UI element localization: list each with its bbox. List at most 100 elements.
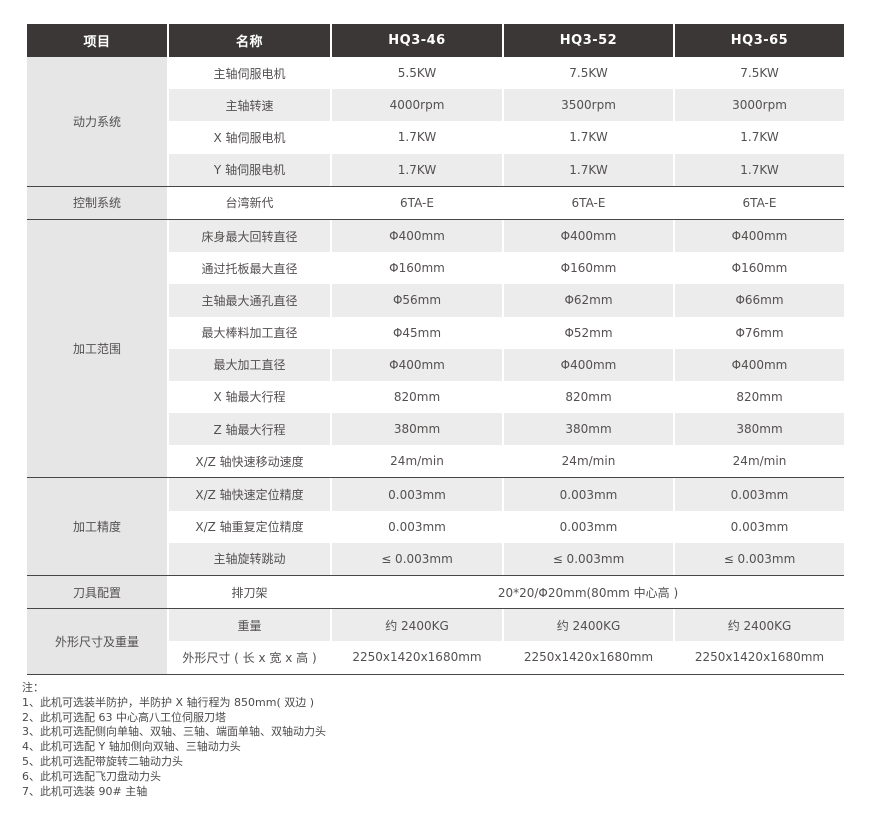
spec-value-cell-hq3-52: 0.003mm: [504, 510, 673, 543]
machine-spec-table: 项目 名称 HQ3-46 HQ3-52 HQ3-65 动力系统 主轴伺服电机 5.5KW 7.5…: [27, 24, 844, 675]
spec-name-cell: 外形尺寸 ( 长 x 宽 x 高 ): [169, 641, 330, 674]
spec-value-cell-hq3-65: 380mm: [675, 413, 844, 446]
table-row: 主轴伺服电机 5.5KW 7.5KW 7.5KW: [169, 57, 844, 90]
spec-name-cell: X 轴最大行程: [169, 380, 330, 414]
spec-name-cell: 主轴旋转跳动: [169, 542, 330, 575]
table-row: 床身最大回转直径 Φ400mm Φ400mm Φ400mm: [169, 219, 844, 253]
spec-value-cell-hq3-65: 约 2400KG: [675, 609, 844, 642]
spec-value-cell-hq3-65: 3000rpm: [675, 89, 844, 122]
spec-value-cell-hq3-65: 0.003mm: [675, 478, 844, 511]
table-row: 主轴转速 4000rpm 3500rpm 3000rpm: [169, 89, 844, 122]
spec-group-label: 刀具配置: [27, 576, 167, 609]
spec-value-cell-hq3-46: 1.7KW: [332, 121, 502, 154]
spec-value-cell-hq3-52: 0.003mm: [504, 478, 673, 511]
table-row: 最大棒料加工直径 Φ45mm Φ52mm Φ76mm: [169, 316, 844, 349]
spec-value-cell-hq3-46: Φ400mm: [332, 219, 502, 253]
spec-value-cell-hq3-65: Φ400mm: [675, 219, 844, 253]
table-row: X/Z 轴重复定位精度 0.003mm 0.003mm 0.003mm: [169, 510, 844, 543]
spec-value-cell-hq3-46: Φ56mm: [332, 284, 502, 317]
note-item: 1、此机可选装半防护，半防护 X 轴行程为 850mm( 双边 ): [22, 695, 315, 709]
spec-value-cell-hq3-46: 820mm: [332, 380, 502, 414]
spec-value-cell-hq3-52: 6TA-E: [504, 186, 673, 219]
spec-value-cell-hq3-46: 4000rpm: [332, 89, 502, 122]
spec-value-cell-hq3-52: 1.7KW: [504, 153, 673, 186]
spec-group-rows: 排刀架 20*20/Φ20mm(80mm 中心高 ): [169, 576, 844, 609]
table-row: X 轴伺服电机 1.7KW 1.7KW 1.7KW: [169, 121, 844, 154]
table-row: 外形尺寸 ( 长 x 宽 x 高 ) 2250x1420x1680mm 2250x1…: [169, 641, 844, 674]
spec-value-cell-hq3-65: 7.5KW: [675, 57, 844, 90]
table-row: 通过托板最大直径 Φ160mm Φ160mm Φ160mm: [169, 252, 844, 285]
notes-title: 注：: [22, 681, 44, 694]
spec-name-cell: 最大加工直径: [169, 348, 330, 381]
spec-value-cell-hq3-65: 2250x1420x1680mm: [675, 641, 844, 674]
spec-name-cell: X/Z 轴快速定位精度: [169, 478, 330, 511]
spec-value-cell-hq3-65: 0.003mm: [675, 510, 844, 543]
spec-group-label: 加工范围: [27, 219, 167, 478]
spec-name-cell: 重量: [169, 609, 330, 642]
spec-group: 刀具配置 排刀架 20*20/Φ20mm(80mm 中心高 ): [27, 575, 844, 609]
notes: 注： 1、此机可选装半防护，半防护 X 轴行程为 850mm( 双边 ) 2、此机可…: [22, 681, 326, 799]
spec-value-cell-hq3-46: 6TA-E: [332, 186, 502, 219]
spec-value-cell-hq3-52: 24m/min: [504, 445, 673, 478]
spec-name-cell: 排刀架: [169, 576, 330, 609]
note-item: 6、此机可选配飞刀盘动力头: [22, 769, 161, 783]
spec-value-cell-hq3-52: 约 2400KG: [504, 609, 673, 642]
spec-value-cell-hq3-52: 820mm: [504, 380, 673, 414]
spec-value-cell-hq3-65: 820mm: [675, 380, 844, 414]
spec-group-rows: 重量约 2400KG 约 2400KG 约 2400KG 外形尺寸 ( 长 x 宽 x…: [169, 609, 844, 674]
table-row: X/Z 轴快速移动速度 24m/min 24m/min 24m/min: [169, 445, 844, 478]
spec-group: 加工精度 X/Z 轴快速定位精度 0.003mm 0.003mm 0.003mm X/Z …: [27, 477, 844, 575]
spec-name-cell: 通过托板最大直径: [169, 252, 330, 285]
spec-group-label: 加工精度: [27, 478, 167, 575]
note-item: 5、此机可选配带旋转二轴动力头: [22, 754, 183, 768]
table-row: 排刀架 20*20/Φ20mm(80mm 中心高 ): [169, 576, 844, 609]
table-row: X/Z 轴快速定位精度 0.003mm 0.003mm 0.003mm: [169, 478, 844, 511]
spec-value-cell-hq3-46: Φ45mm: [332, 316, 502, 349]
spec-value-cell-hq3-46: Φ400mm: [332, 348, 502, 381]
spec-value-cell-hq3-52: Φ52mm: [504, 316, 673, 349]
spec-value-cell-hq3-65: Φ66mm: [675, 284, 844, 317]
spec-value-cell-hq3-52: 2250x1420x1680mm: [504, 641, 673, 674]
spec-value-cell-hq3-65: 1.7KW: [675, 121, 844, 154]
spec-value-cell-hq3-46: 0.003mm: [332, 478, 502, 511]
spec-value-cell-hq3-46: 1.7KW: [332, 153, 502, 186]
spec-name-cell: 主轴伺服电机: [169, 57, 330, 90]
table-row: 台湾新代 6TA-E 6TA-E 6TA-E: [169, 186, 844, 219]
spec-value-cell-hq3-46: ≤ 0.003mm: [332, 542, 502, 575]
note-item: 7、此机可选装 90# 主轴: [22, 784, 148, 798]
spec-value-cell-hq3-52: 3500rpm: [504, 89, 673, 122]
table-row: Y 轴伺服电机 1.7KW 1.7KW 1.7KW: [169, 153, 844, 186]
header-cell-item: 项目: [27, 24, 167, 57]
spec-value-cell-hq3-65: Φ160mm: [675, 252, 844, 285]
header-cell-hq3-46: HQ3-46: [332, 24, 502, 57]
spec-name-cell: 主轴转速: [169, 89, 330, 122]
spec-group: 控制系统 台湾新代 6TA-E 6TA-E 6TA-E: [27, 185, 844, 219]
spec-value-cell-hq3-52: ≤ 0.003mm: [504, 542, 673, 575]
spec-name-cell: 主轴最大通孔直径: [169, 284, 330, 317]
note-item: 4、此机可选配 Y 轴加侧向双轴、三轴动力头: [22, 740, 241, 754]
spec-group-label: 动力系统: [27, 57, 167, 186]
spec-group-label: 控制系统: [27, 186, 167, 219]
spec-value-cell-hq3-65: 24m/min: [675, 445, 844, 478]
table-header-row: 项目 名称 HQ3-46 HQ3-52 HQ3-65: [27, 24, 844, 57]
spec-group-rows: 床身最大回转直径 Φ400mm Φ400mm Φ400mm 通过托板最大直径 Φ160mm…: [169, 219, 844, 478]
note-item: 2、此机可选配 63 中心高八工位伺服刀塔: [22, 710, 226, 724]
spec-value-cell-hq3-46: 约 2400KG: [332, 609, 502, 642]
spec-value-cell-hq3-52: Φ400mm: [504, 219, 673, 253]
spec-value-cell-hq3-65: Φ400mm: [675, 348, 844, 381]
spec-value-cell-hq3-52: Φ400mm: [504, 348, 673, 381]
table-row: 主轴旋转跳动 ≤ 0.003mm ≤ 0.003mm ≤ 0.003mm: [169, 542, 844, 575]
table-row: X 轴最大行程 820mm 820mm 820mm: [169, 380, 844, 414]
spec-name-cell: Y 轴伺服电机: [169, 153, 330, 186]
table-row: 最大加工直径 Φ400mm Φ400mm Φ400mm: [169, 348, 844, 381]
table-row: Z 轴最大行程 380mm 380mm 380mm: [169, 413, 844, 446]
spec-group: 动力系统 主轴伺服电机 5.5KW 7.5KW 7.5KW 主轴转速 4000rpm 3500…: [27, 57, 844, 186]
spec-name-cell: 台湾新代: [169, 186, 330, 219]
spec-group-label: 外形尺寸及重量: [27, 609, 167, 674]
spec-name-cell: 最大棒料加工直径: [169, 316, 330, 349]
spec-value-cell-hq3-65: ≤ 0.003mm: [675, 542, 844, 575]
spec-name-cell: Z 轴最大行程: [169, 413, 330, 446]
spec-value-cell-hq3-46: 2250x1420x1680mm: [332, 641, 502, 674]
spec-value-cell-hq3-52: 1.7KW: [504, 121, 673, 154]
header-cell-hq3-52: HQ3-52: [504, 24, 673, 57]
